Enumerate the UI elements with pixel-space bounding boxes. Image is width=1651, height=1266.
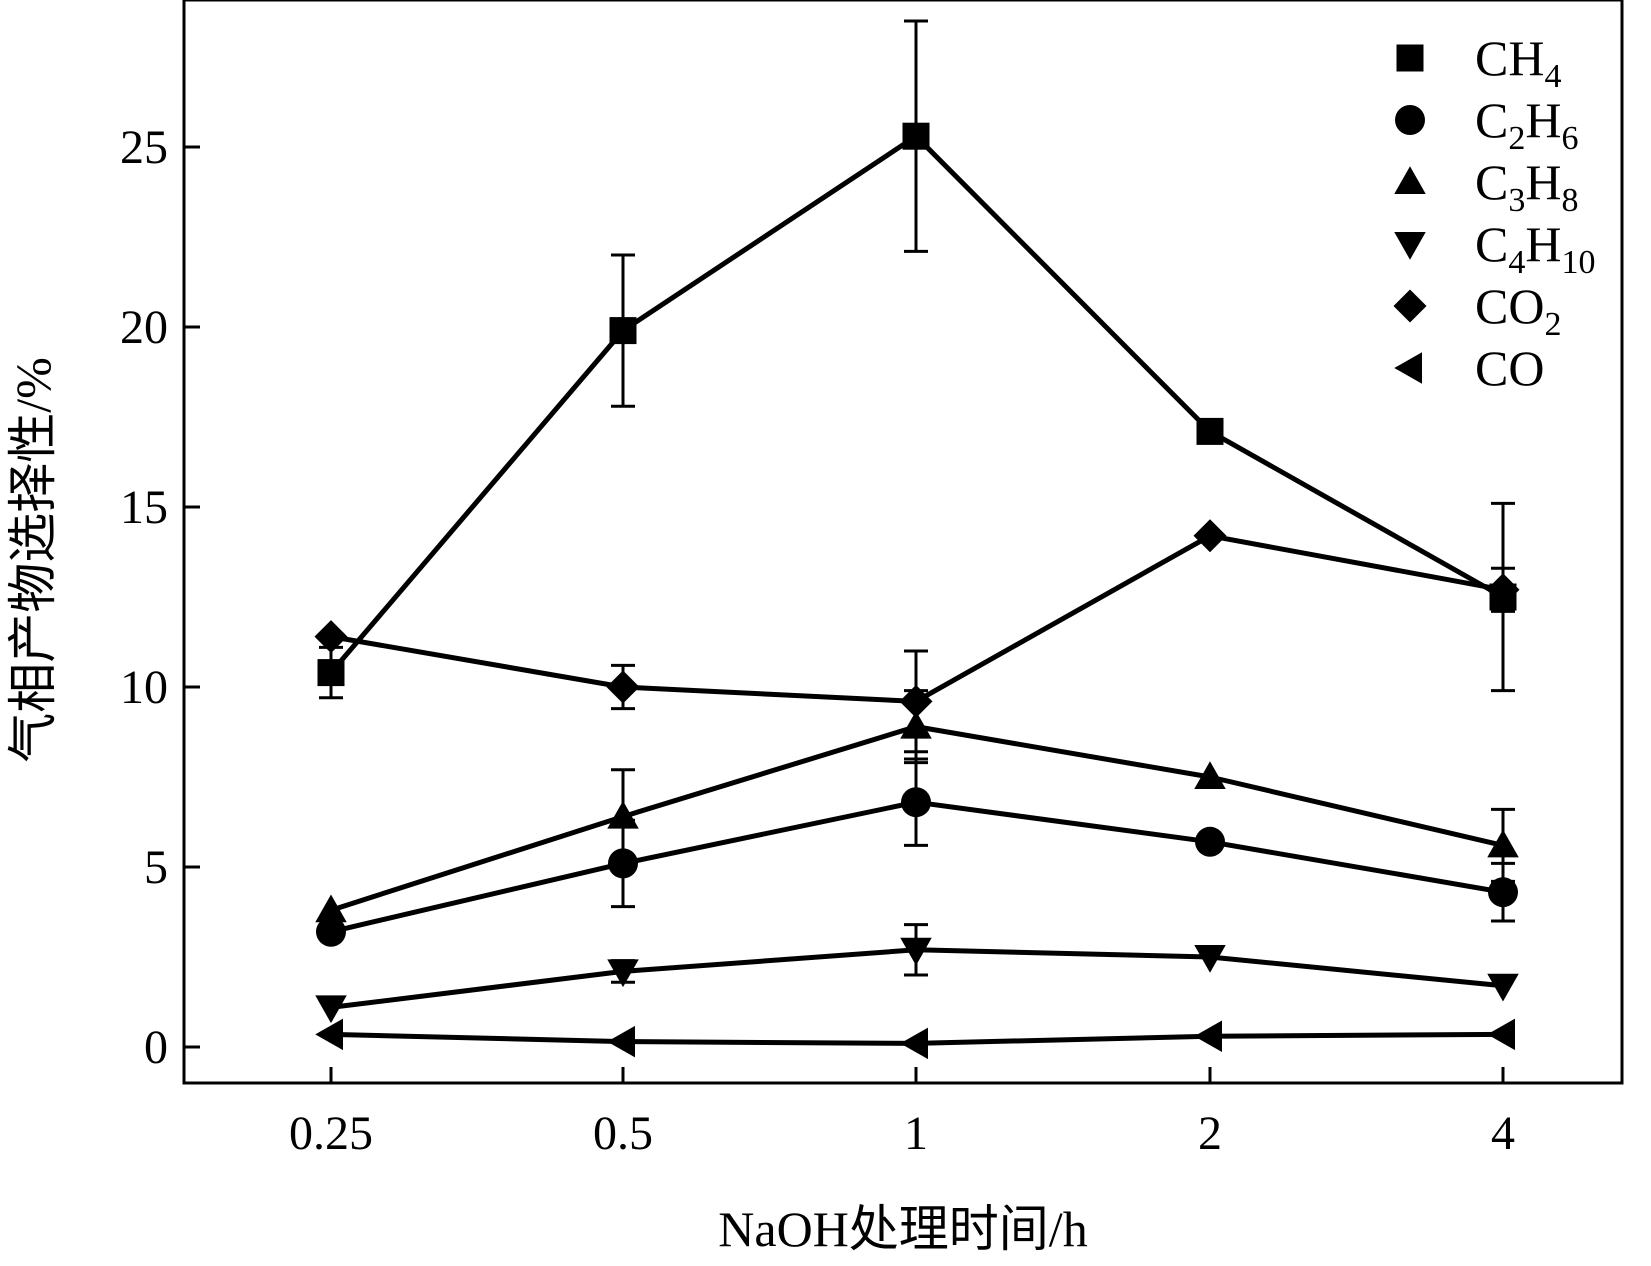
legend-label-co2: CO2 xyxy=(1475,278,1561,343)
series-lines xyxy=(329,133,1505,1046)
data-point-c3h8 xyxy=(315,894,347,923)
legend-marker-co2 xyxy=(1393,289,1427,323)
data-point-ch4 xyxy=(902,122,930,150)
legend-label-c2h6: C2H6 xyxy=(1475,92,1578,157)
legend-marker-ch4 xyxy=(1396,44,1424,72)
legend-text: CH xyxy=(1475,30,1544,86)
legend-text: C xyxy=(1475,216,1508,272)
data-point-ch4 xyxy=(609,317,637,345)
legend-text: H xyxy=(1525,92,1561,148)
y-tick-label: 5 xyxy=(144,841,168,894)
data-point-c3h8 xyxy=(607,800,639,829)
data-point-c4h10 xyxy=(607,959,639,988)
legend-text: CO xyxy=(1475,340,1544,396)
data-point-c3h8 xyxy=(1194,761,1226,789)
data-point-co2 xyxy=(314,620,348,654)
legend-text: H xyxy=(1525,216,1561,272)
legend-subscript: 4 xyxy=(1544,58,1561,95)
legend-marker-co xyxy=(1394,352,1422,384)
y-tick-label: 0 xyxy=(144,1021,168,1074)
data-point-c2h6 xyxy=(901,787,931,818)
data-point-co xyxy=(1194,1020,1222,1052)
legend-text: CO xyxy=(1475,278,1544,334)
data-point-c2h6 xyxy=(1488,877,1518,908)
legend-text: C xyxy=(1475,92,1508,148)
legend-subscript: 6 xyxy=(1561,120,1578,157)
y-axis: 0 5 10 15 20 25 xyxy=(120,121,200,1074)
legend-text: H xyxy=(1525,154,1561,210)
x-tick-label: 2 xyxy=(1198,1107,1222,1160)
x-tick-label: 0.25 xyxy=(289,1107,373,1160)
y-tick-label: 10 xyxy=(120,661,168,714)
plot-frame xyxy=(182,0,1624,1085)
data-markers xyxy=(314,122,1520,1060)
legend-subscript: 4 xyxy=(1508,244,1525,281)
x-tick-label: 0.5 xyxy=(593,1107,653,1160)
legend-label-ch4: CH4 xyxy=(1475,30,1561,95)
y-axis-title: 气相产物选择性/% xyxy=(5,357,61,763)
y-tick-label: 15 xyxy=(120,481,168,534)
y-tick-label: 20 xyxy=(120,301,168,354)
legend-subscript: 2 xyxy=(1544,306,1561,343)
data-point-co xyxy=(315,1018,343,1051)
data-point-co xyxy=(607,1025,635,1058)
legend-label-c4h10: C4H10 xyxy=(1475,216,1595,281)
legend-marker-c2h6 xyxy=(1395,105,1425,135)
data-point-co2 xyxy=(1486,573,1520,607)
data-point-c2h6 xyxy=(608,848,638,879)
legend-marker-c4h10 xyxy=(1394,232,1426,260)
data-point-c4h10 xyxy=(1487,973,1519,1002)
legend-subscript: 3 xyxy=(1508,182,1525,219)
x-tick-label: 4 xyxy=(1491,1107,1515,1160)
x-axis-title: NaOH处理时间/h xyxy=(718,1201,1087,1257)
data-point-co2 xyxy=(1193,519,1227,553)
legend-label-co: CO xyxy=(1475,340,1544,396)
data-point-c4h10 xyxy=(900,937,932,966)
legend-subscript: 2 xyxy=(1508,120,1525,157)
legend-subscript: 10 xyxy=(1561,244,1595,281)
data-point-co2 xyxy=(899,684,933,718)
data-point-co xyxy=(1487,1018,1515,1051)
legend-marker-c3h8 xyxy=(1394,166,1426,194)
data-point-co2 xyxy=(606,670,640,704)
data-point-co xyxy=(900,1027,928,1060)
data-point-c4h10 xyxy=(1194,945,1226,973)
y-tick-label: 25 xyxy=(120,121,168,174)
legend-subscript: 8 xyxy=(1561,182,1578,219)
data-point-c4h10 xyxy=(315,995,347,1024)
data-point-ch4 xyxy=(317,659,345,687)
data-point-c2h6 xyxy=(316,916,346,947)
x-axis: 0.25 0.5 1 2 4 xyxy=(289,1067,1515,1160)
data-point-c3h8 xyxy=(900,710,932,739)
data-point-ch4 xyxy=(1196,417,1224,445)
data-point-c3h8 xyxy=(1487,829,1519,858)
data-point-c2h6 xyxy=(1195,826,1225,857)
legend-text: C xyxy=(1475,154,1508,210)
legend-label-c3h8: C3H8 xyxy=(1475,154,1578,219)
x-tick-label: 1 xyxy=(904,1107,928,1160)
